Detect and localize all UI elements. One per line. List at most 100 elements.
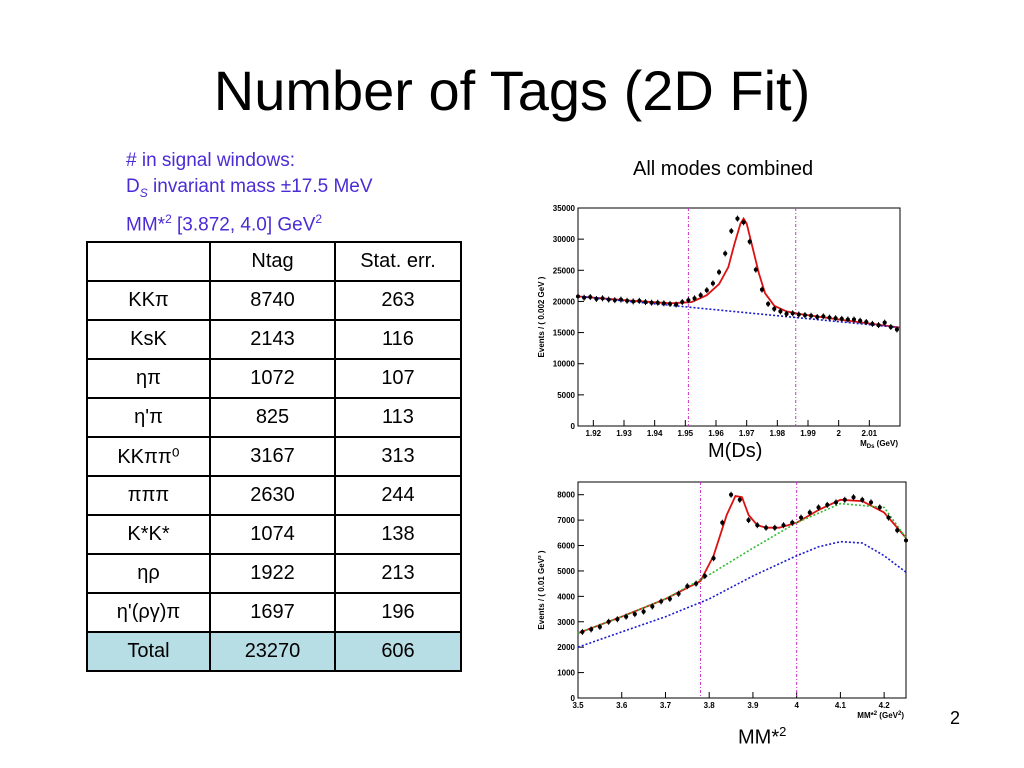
data-point [698,293,703,298]
table-row: KKππ⁰ 3167 313 [86,436,462,477]
y-axis-label: Events / ( 0.01 GeV² ) [538,550,546,629]
mode-cell: ηρ [86,553,211,594]
note-mm-sup: 2 [165,211,172,226]
plot-frame [577,207,901,427]
data-point [649,300,654,305]
ntag-cell: 1697 [209,592,336,633]
total-label-cell: Total [86,631,211,672]
data-point [827,315,832,320]
table-row: πππ 2630 244 [86,475,462,516]
data-point [582,295,587,300]
data-point [720,520,725,525]
tag-count-table: Ntag Stat. err. KKπ 8740 263 KsK 2143 116 ηπ… [86,241,462,672]
x-tick-label: 1.92 [586,429,602,438]
data-point [851,495,856,500]
y-tick-label: 10000 [553,360,576,369]
fit-curve-fit-total [577,494,907,635]
data-point [735,216,740,221]
data-point [650,604,655,609]
data-point [685,584,690,589]
table-row: η'(ργ)π 1697 196 [86,592,462,633]
data-point [784,311,789,316]
x-tick-label: 1.93 [616,429,632,438]
data-point [886,515,891,520]
data-point [676,591,681,596]
ntag-cell: 1922 [209,553,336,594]
ntag-cell: 3167 [209,436,336,477]
x-tick-label: 4 [794,701,799,710]
note-line-3: MM*2 [3.872, 4.0] GeV2 [126,206,373,238]
note-mm-window: [3.872, 4.0] GeV [171,214,316,236]
stat-err-cell: 107 [334,358,462,399]
data-point [772,306,777,312]
data-point [816,505,821,510]
data-point [766,301,771,307]
mode-cell: πππ [86,475,211,516]
ntag-cell: 2630 [209,475,336,516]
y-tick-label: 1000 [557,669,575,678]
x-axis-label-sub: Ds [867,444,875,450]
mode-cell: ηπ [86,358,211,399]
data-point [778,309,783,314]
stat-err-cell: 313 [334,436,462,477]
x-tick-label: 3.6 [616,701,628,710]
data-point [894,327,900,332]
data-point [882,320,887,325]
data-point [702,573,707,579]
total-ntag-cell: 23270 [209,631,336,672]
data-point [589,627,594,632]
stat-err-cell: 263 [334,280,462,321]
mode-cell: K*K* [86,514,211,555]
x-axis-label-main: M [860,439,867,448]
note-d: D [126,176,140,197]
data-point [692,296,697,301]
x-tick-label: 3.7 [660,701,672,710]
data-point [753,267,758,272]
data-point [600,296,605,301]
data-point [606,297,611,302]
x-axis-label: MDs (GeV) [860,439,898,450]
data-point [833,500,839,505]
y-tick-label: 0 [571,694,576,703]
data-point [845,317,850,322]
y-tick-label: 2000 [557,643,575,652]
stat-err-cell: 113 [334,397,462,438]
signal-window-note: # in signal windows: DS invariant mass ±… [126,148,373,238]
y-tick-label: 0 [571,422,576,431]
table-row: ηρ 1922 213 [86,553,462,594]
data-point [870,321,875,326]
table-total-row: Total 23270 606 [86,631,462,672]
y-tick-label: 5000 [557,567,575,576]
x-tick-label: 2.01 [862,429,878,438]
data-point [632,612,637,617]
data-point [772,525,777,530]
table-row: ηπ 1072 107 [86,358,462,399]
stat-err-cell: 116 [334,319,462,360]
data-point [597,624,602,629]
table-row: KsK 2143 116 [86,319,462,360]
data-point [737,497,742,502]
table-row: η'π 825 113 [86,397,462,438]
data-point [839,316,844,321]
note-line-2: DS invariant mass ±17.5 MeV [126,174,373,206]
mode-cell: KsK [86,319,211,360]
data-point [615,617,620,622]
data-point [606,619,611,624]
y-tick-label: 5000 [557,391,575,400]
x-tick-label: 3.8 [704,701,716,710]
data-point [858,318,863,323]
data-point [833,316,838,321]
x-tick-label: 1.94 [647,429,663,438]
data-point [580,629,585,635]
y-axis-label: Events / ( 0.002 GeV ) [538,276,546,357]
mm2-caption-sup: 2 [779,724,787,739]
mm2-caption-text: MM* [738,726,780,749]
data-point [716,270,722,275]
data-point [693,581,699,586]
data-point [802,313,808,318]
data-point [825,502,830,507]
data-point [821,314,826,319]
x-tick-label: 4.1 [835,701,847,710]
data-point [860,497,865,502]
y-tick-label: 7000 [557,516,575,525]
